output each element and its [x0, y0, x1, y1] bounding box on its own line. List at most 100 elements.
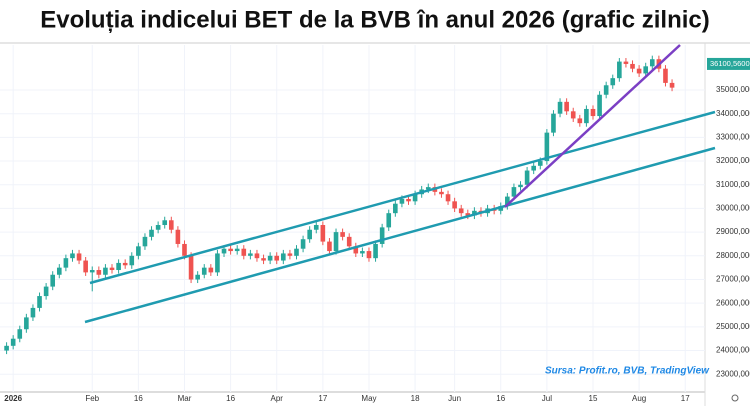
candle-body: [544, 132, 550, 162]
candle-body: [162, 220, 168, 226]
candle-body: [89, 270, 95, 273]
x-tick-label: 16: [496, 394, 505, 403]
x-tick-label: 17: [318, 394, 327, 403]
candle-body: [511, 187, 517, 197]
candle-body: [169, 220, 174, 230]
candle-body: [281, 253, 286, 261]
candle-body: [221, 248, 227, 254]
y-tick-label: 28000,0000: [716, 251, 750, 260]
y-tick-label: 23000,0000: [716, 369, 750, 378]
candle-body: [557, 101, 563, 114]
y-tick-label: 34000,0000: [716, 109, 750, 118]
candle-body: [155, 225, 161, 230]
candle-body: [623, 61, 629, 64]
candle-body: [254, 253, 260, 259]
plot: [0, 45, 705, 392]
y-tick-label: 25000,0000: [716, 322, 750, 331]
candle-body: [261, 258, 266, 261]
candle-body: [386, 213, 392, 228]
candle-body: [300, 239, 306, 249]
candle-body: [17, 329, 23, 339]
candle-body: [458, 208, 464, 214]
trend-line: [504, 44, 681, 208]
candle-body: [142, 236, 148, 247]
candle-body: [537, 161, 543, 166]
last-price-label: 36100,5600: [710, 59, 750, 68]
candle-body: [590, 108, 596, 117]
source-note: Sursa: Profit.ro, BVB, TradingView: [545, 366, 710, 377]
candle-body: [663, 68, 668, 83]
candle-body: [439, 191, 444, 195]
candle-body: [610, 78, 616, 86]
candle-body: [597, 94, 602, 117]
x-tick-label: Apr: [271, 394, 284, 403]
y-tick-label: 32000,0000: [716, 156, 750, 165]
candle-body: [63, 258, 69, 268]
x-tick-label: Jun: [448, 394, 461, 403]
candle-body: [452, 201, 457, 209]
candle-body: [116, 262, 121, 271]
y-tick-label: 35000,0000: [716, 85, 750, 94]
candle-body: [333, 232, 339, 252]
candle-body: [136, 246, 141, 256]
candle-body: [320, 225, 326, 242]
candle-body: [393, 203, 398, 214]
candle-body: [294, 248, 299, 256]
candle-body: [103, 267, 108, 275]
candle-body: [37, 296, 42, 308]
candle-body: [649, 59, 655, 67]
candle-body: [425, 187, 431, 190]
candle-body: [215, 253, 220, 273]
candle-body: [182, 243, 187, 256]
y-tick-label: 24000,0000: [716, 346, 750, 355]
candle-body: [307, 229, 312, 240]
x-tick-label: 15: [589, 394, 598, 403]
candle-body: [373, 243, 378, 259]
y-tick-label: 30000,0000: [716, 204, 750, 213]
last-price-box: [707, 57, 750, 70]
candle-body: [195, 274, 200, 280]
candle-body: [531, 165, 536, 171]
candle-body: [287, 253, 293, 256]
candle-body: [234, 248, 240, 252]
chart-title: Evoluția indicelui BET de la BVB în anul…: [40, 6, 709, 33]
candle-body: [56, 267, 62, 275]
candle-body: [274, 255, 280, 261]
candle-body: [518, 184, 523, 188]
candle-body: [267, 255, 273, 261]
candle-body: [630, 63, 635, 69]
candle-body: [643, 66, 649, 74]
candle-body: [109, 267, 115, 271]
x-tick-label: Mar: [178, 394, 192, 403]
x-tick-label: May: [361, 394, 376, 403]
settings-icon[interactable]: [731, 394, 739, 402]
x-tick-label: 17: [681, 394, 690, 403]
x-tick-label: Aug: [632, 394, 646, 403]
x-tick-label: 2026: [4, 394, 22, 403]
candle-body: [353, 246, 359, 254]
candle-body: [175, 229, 181, 244]
y-tick-label: 31000,0000: [716, 180, 750, 189]
candle-body: [465, 213, 471, 216]
y-tick-label: 29000,0000: [716, 227, 750, 236]
candle-body: [603, 85, 609, 95]
candle-body: [584, 108, 589, 124]
candle-body: [327, 241, 332, 252]
candle-body: [43, 286, 49, 297]
candle-body: [188, 255, 194, 280]
candle-body: [70, 253, 75, 259]
candle-body: [129, 255, 135, 266]
x-tick-label: 16: [134, 394, 143, 403]
candle-body: [412, 194, 418, 202]
candle-body: [577, 118, 583, 124]
x-tick-label: Jul: [542, 394, 552, 403]
candle-body: [241, 248, 247, 256]
candle-body: [366, 251, 372, 259]
x-tick-label: Feb: [85, 394, 99, 403]
candle-body: [50, 274, 56, 287]
candle-body: [399, 198, 405, 204]
candle-body: [570, 111, 576, 119]
candle-body: [505, 196, 510, 207]
channel-upper: [89, 110, 716, 285]
